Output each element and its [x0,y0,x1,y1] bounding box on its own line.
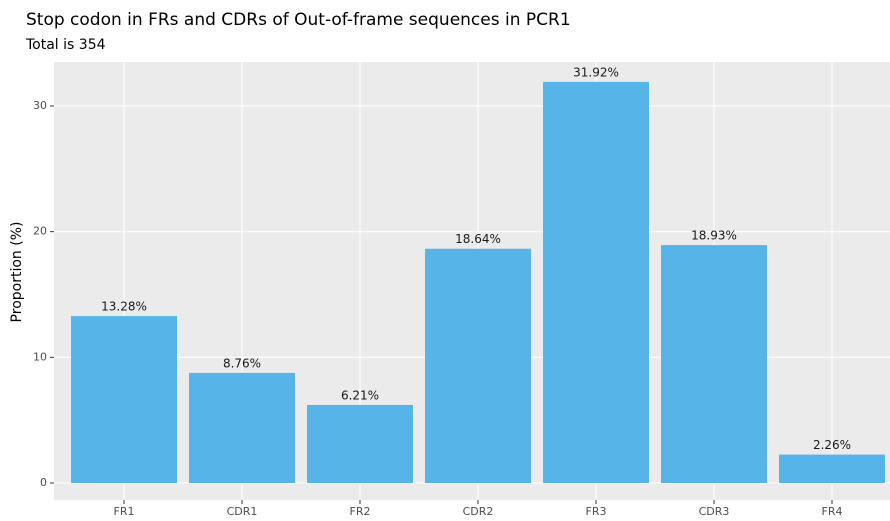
value-label: 8.76% [223,356,261,370]
value-label: 2.26% [813,438,851,452]
x-tick-label: CDR3 [699,505,730,518]
value-label: 31.92% [573,65,619,79]
bar [779,454,885,483]
bar [189,372,295,483]
x-tick-label: FR2 [350,505,371,518]
y-tick-label: 10 [33,350,47,363]
x-tick-label: FR4 [822,505,843,518]
bar [543,81,649,484]
bar [425,248,531,483]
y-tick-label: 0 [40,476,47,489]
value-label: 18.93% [691,229,737,243]
chart-subtitle: Total is 354 [25,37,106,53]
value-label: 13.28% [101,300,147,314]
value-label: 18.64% [455,232,501,246]
y-tick-label: 30 [33,99,47,112]
x-tick-label: CDR2 [463,505,494,518]
value-label: 6.21% [341,388,379,402]
x-tick-label: FR1 [114,505,135,518]
bar [661,245,767,483]
bar [71,316,177,483]
bar [307,404,413,483]
x-tick-label: FR3 [586,505,607,518]
y-tick-label: 20 [33,225,47,238]
y-axis-label: Proportion (%) [9,222,25,323]
chart-title: Stop codon in FRs and CDRs of Out-of-fra… [26,10,571,30]
x-tick-label: CDR1 [227,505,258,518]
